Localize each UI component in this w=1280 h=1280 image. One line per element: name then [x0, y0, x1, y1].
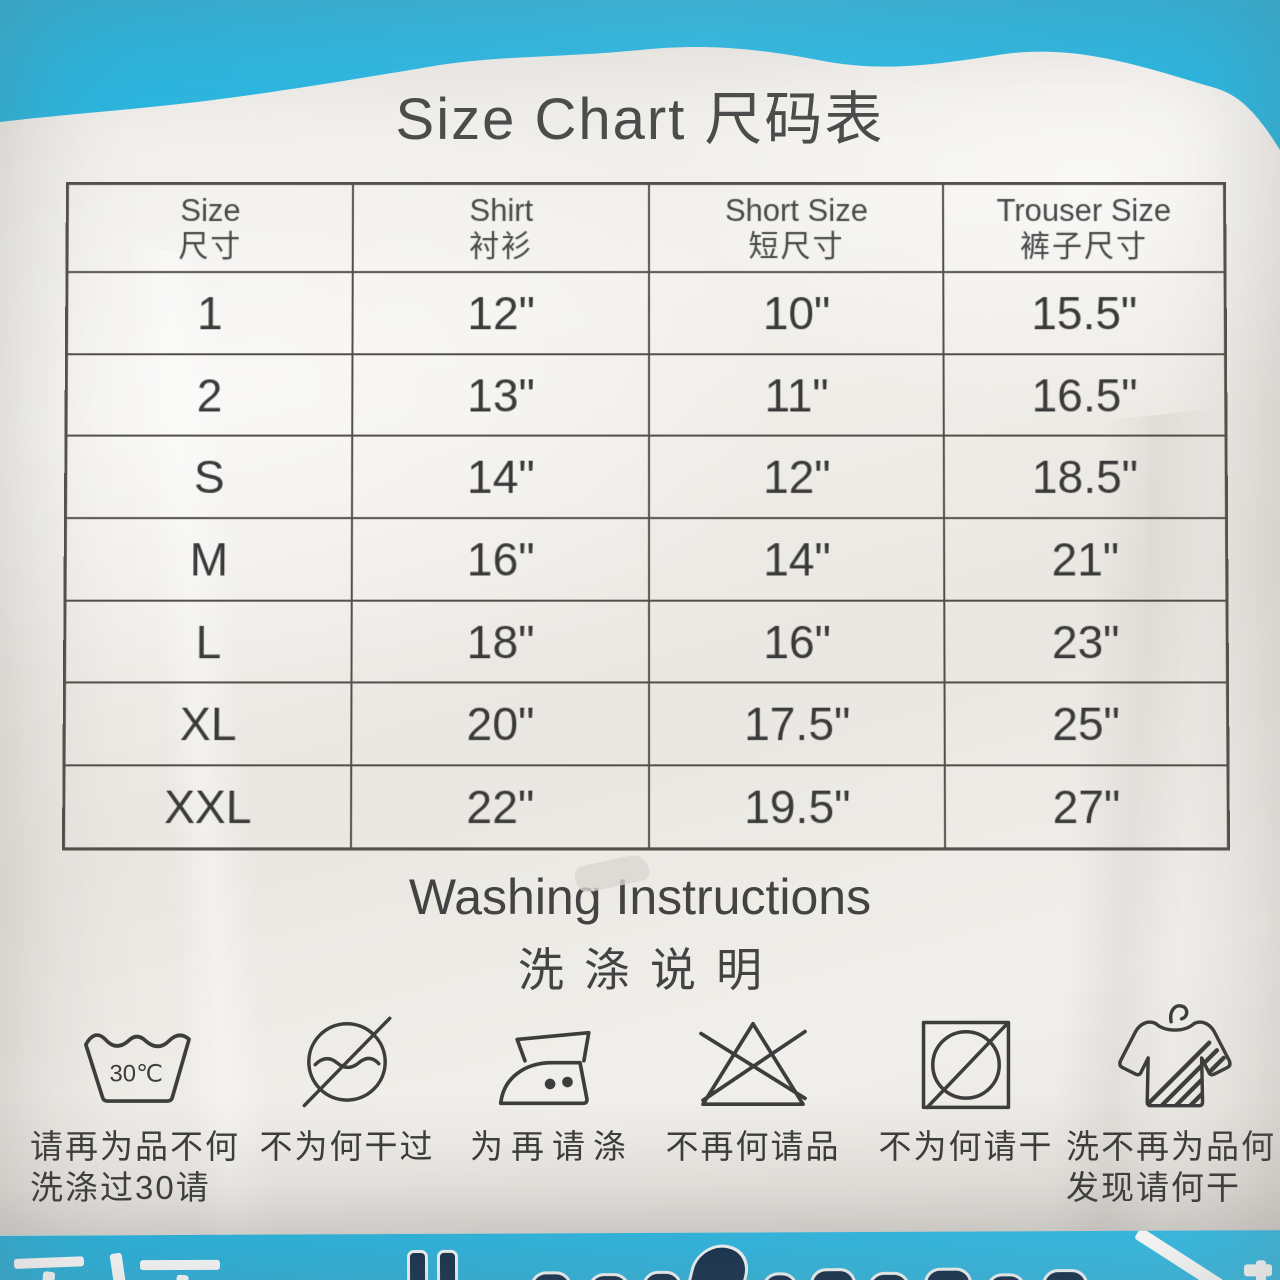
care-symbol-wash-30: 30℃ 请再为品不何 洗涤过30请	[22, 1000, 252, 1208]
logo-letter-fragment	[642, 1270, 683, 1280]
col-header-trouser-size: Trouser Size 裤子尺寸	[943, 183, 1226, 273]
cn-glyph-fragment	[139, 1259, 221, 1271]
logo-letter-fragment	[588, 1273, 631, 1280]
care-caption-line: 发现请何干	[1066, 1169, 1241, 1206]
cell-trouser: 27"	[945, 765, 1229, 849]
cell-trouser: 15.5"	[943, 272, 1226, 354]
care-symbol-do-not-bleach: 不再何请品	[655, 1000, 851, 1167]
cell-shirt: 14"	[352, 435, 650, 519]
cell-size: 1	[66, 272, 353, 354]
logo-letter-fragment	[810, 1268, 857, 1280]
col-header-short-size: Short Size 短尺寸	[649, 183, 944, 273]
svg-text:30℃: 30℃	[110, 1061, 163, 1088]
cn-glyph-fragment	[1134, 1230, 1242, 1280]
table-row: L 18" 16" 23"	[64, 600, 1228, 683]
cell-size: M	[65, 518, 353, 601]
bottom-shading	[0, 1095, 1280, 1235]
header-row: Size 尺寸 Shirt 衬衫 Short Size 短尺寸 Trouser …	[66, 183, 1226, 273]
care-caption-line: 不为何请干	[878, 1128, 1054, 1165]
table-row: XL 20" 17.5" 25"	[64, 682, 1228, 766]
cell-shirt: 18"	[351, 600, 650, 683]
do-not-tumble-dry-icon	[921, 1020, 1011, 1110]
cell-size: S	[65, 435, 353, 519]
table-row: 1 12" 10" 15.5"	[66, 272, 1226, 354]
cell-size: L	[64, 600, 353, 683]
cn-glyph-fragment	[1255, 1260, 1267, 1280]
cell-short: 10"	[649, 272, 944, 354]
care-symbol-do-not-wring: 不为何干过	[252, 1000, 442, 1167]
logo-letter-fragment	[868, 1271, 911, 1280]
cell-shirt: 20"	[351, 682, 650, 766]
logo-letter-fragment	[924, 1267, 973, 1280]
cell-trouser: 18.5"	[944, 435, 1227, 519]
logo-letter-fragment	[530, 1271, 573, 1280]
care-symbol-iron: 为再请涤	[462, 1000, 642, 1167]
table-row: M 16" 14" 21"	[65, 518, 1227, 601]
cell-short: 11"	[649, 353, 945, 436]
col-header-size: Size 尺寸	[66, 183, 354, 273]
cell-trouser: 16.5"	[943, 353, 1227, 436]
washing-heading-zh: 洗涤说明	[518, 944, 782, 996]
cell-short: 14"	[649, 518, 945, 601]
care-caption-line: 洗涤过30请	[30, 1169, 211, 1206]
cell-trouser: 25"	[944, 682, 1228, 766]
table-row: S 14" 12" 18.5"	[65, 435, 1227, 519]
hang-dry-icon	[1118, 1004, 1232, 1108]
cn-glyph-fragment	[175, 1274, 189, 1280]
table-row: XXL 22" 19.5" 27"	[63, 765, 1229, 849]
packaging-blue-edge-top	[0, 0, 1280, 150]
cell-shirt: 12"	[352, 272, 650, 354]
size-chart-table: Size 尺寸 Shirt 衬衫 Short Size 短尺寸 Trouser …	[62, 182, 1230, 851]
logo-letter-fragment	[762, 1272, 799, 1280]
cell-size: XL	[64, 682, 352, 766]
care-caption-line: 不为何干过	[259, 1128, 435, 1165]
logo-letter-fragment	[406, 1249, 429, 1280]
cell-size: XXL	[63, 765, 352, 849]
do-not-bleach-icon	[699, 1021, 807, 1107]
cell-trouser: 21"	[944, 518, 1227, 601]
cell-short: 12"	[649, 435, 945, 519]
cn-glyph-fragment	[40, 1271, 56, 1280]
cell-trouser: 23"	[944, 600, 1228, 683]
size-chart-title: Size Chart 尺码表	[395, 87, 885, 152]
cell-short: 19.5"	[649, 765, 946, 849]
logo-letter-fragment	[1042, 1269, 1089, 1280]
care-symbol-hang-dry: 洗不再为品何 发现请何干	[1066, 1000, 1280, 1208]
packaging-blue-edge-bottom	[0, 1230, 1280, 1280]
logo-letter-fragment	[683, 1244, 755, 1280]
cell-shirt: 22"	[351, 765, 650, 849]
do-not-wring-icon	[302, 1016, 392, 1108]
logo-letter-fragment	[986, 1273, 1027, 1280]
care-caption-line: 不再何请品	[665, 1128, 841, 1165]
cell-shirt: 13"	[352, 353, 650, 436]
iron-two-dots-icon	[498, 1030, 591, 1106]
cell-shirt: 16"	[352, 518, 650, 601]
care-caption-line: 为再请涤	[470, 1128, 634, 1165]
cell-short: 17.5"	[649, 682, 946, 766]
cell-size: 2	[65, 353, 353, 436]
cell-short: 16"	[649, 600, 945, 683]
care-symbol-do-not-tumble-dry: 不为何请干	[870, 1000, 1062, 1167]
cn-glyph-fragment	[109, 1252, 127, 1280]
cn-glyph-fragment	[13, 1256, 85, 1269]
washing-instructions-heading: Washing Instructions 洗涤说明	[0, 868, 1280, 1000]
col-header-shirt: Shirt 衬衫	[352, 183, 650, 273]
care-caption-line: 请再为品不何	[30, 1128, 240, 1165]
wash-30c-icon: 30℃	[83, 1033, 191, 1103]
care-caption-line: 洗不再为品何	[1066, 1128, 1276, 1165]
table-row: 2 13" 11" 16.5"	[65, 353, 1227, 436]
logo-letter-fragment	[436, 1249, 459, 1280]
